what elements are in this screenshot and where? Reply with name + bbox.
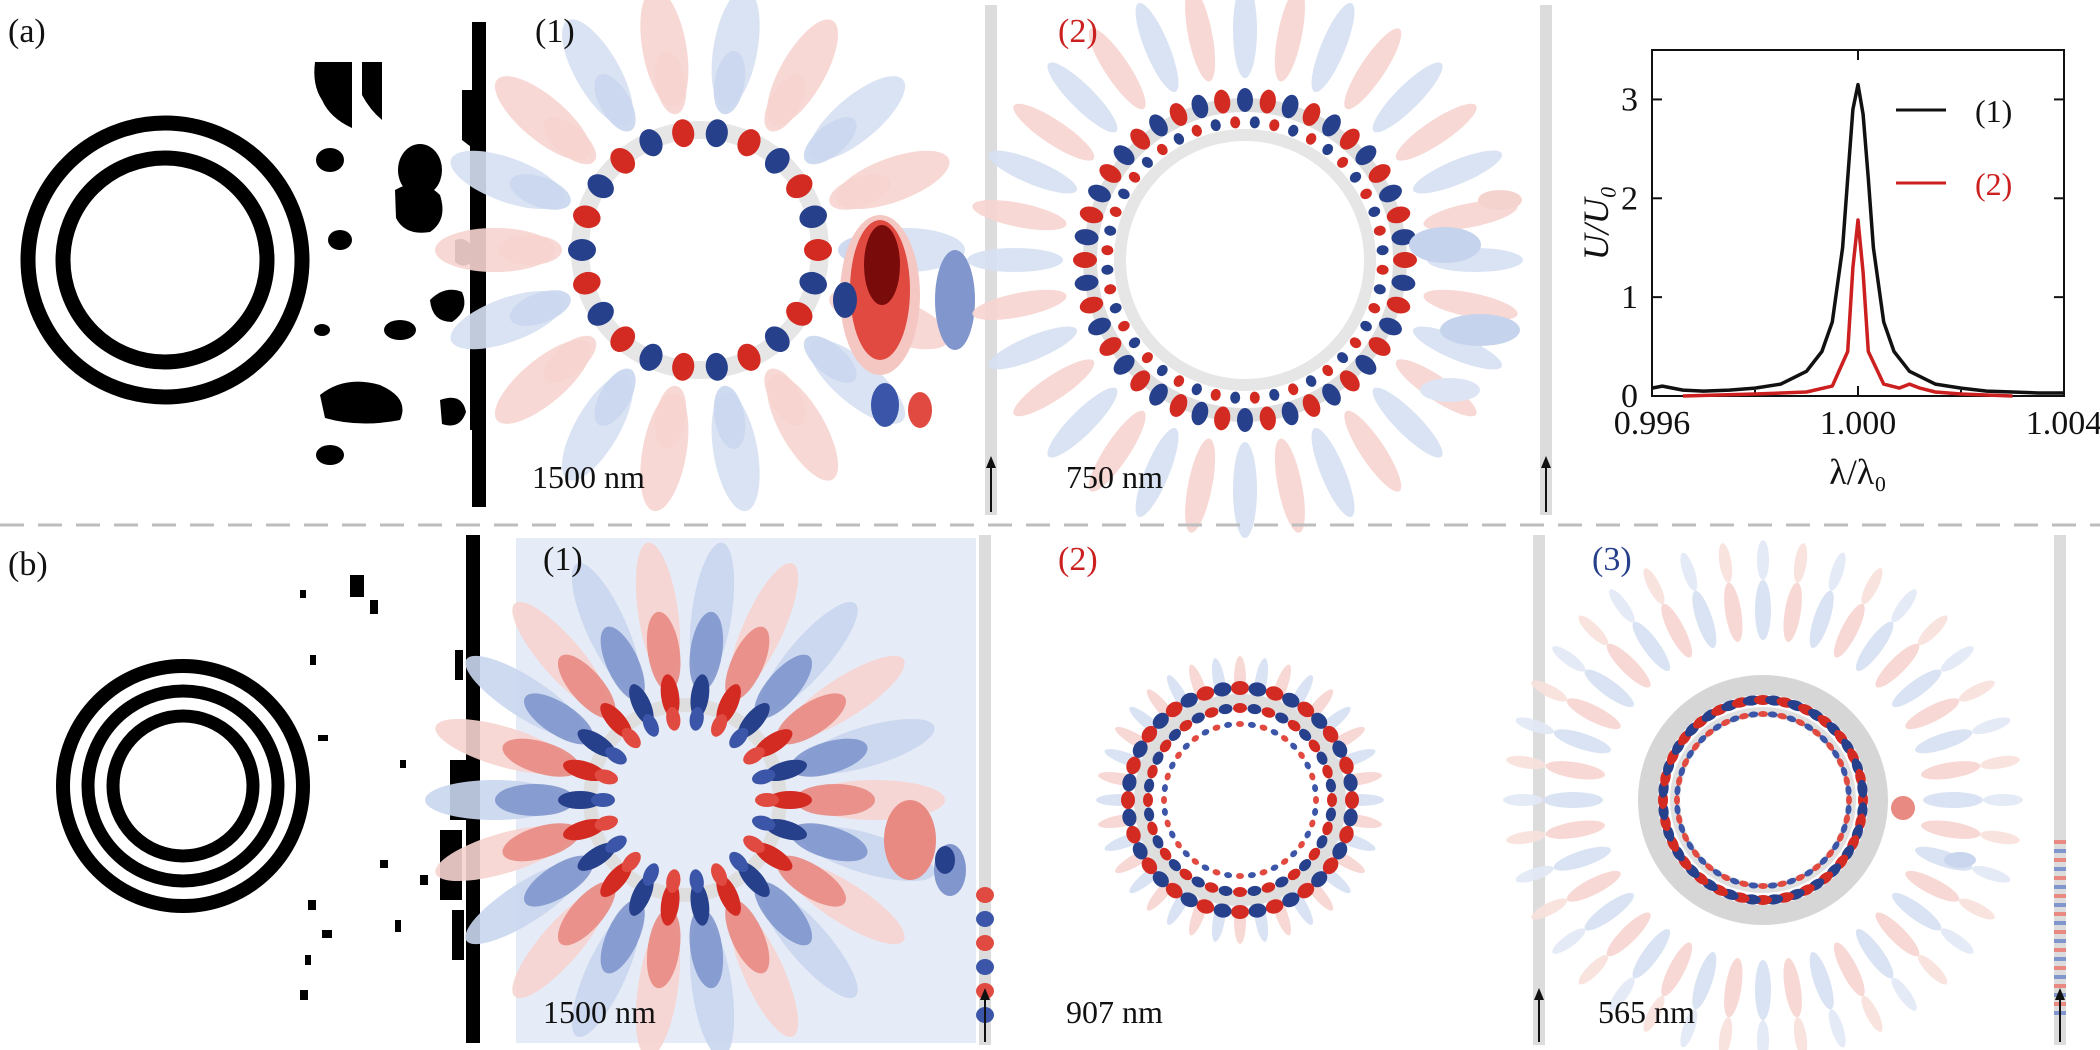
row-b-panel-2-waveguide [1533, 535, 1545, 1045]
x-tick-label-0: 0.996 [1614, 405, 1691, 442]
row-a-panel-2-scale: 750 nm [1066, 459, 1163, 495]
row-b-label: (b) [8, 546, 48, 583]
chart-y-axis-label: U/U₀ [1576, 186, 1616, 261]
row-b-inner-ring [106, 709, 260, 863]
row-b-field-panel-3: (3) 565 nm [1503, 535, 2066, 1050]
x-tick-label-1: 1.000 [1820, 405, 1897, 442]
row-a-field-panel-1: (1) 1500 nm [435, 0, 997, 515]
row-b-field-panel-1: (1) 1500 nm [425, 535, 994, 1050]
row-a-panel-1-side-lobes [833, 215, 975, 428]
row-a-label: (a) [8, 13, 46, 50]
row-b-panel-1-waveguide-mode [976, 887, 994, 1023]
chart-ticks: 0.996 1.000 1.004 0 1 2 3 [1614, 50, 2100, 442]
row-a-inner-ring [55, 150, 275, 370]
row-a-panel-2-scatter [1409, 190, 1522, 402]
y-tick-label-3: 3 [1621, 81, 1638, 118]
row-a-outer-ring [20, 115, 310, 405]
row-a-device-schematic [20, 22, 486, 507]
row-b-panel-1-label: (1) [543, 541, 583, 578]
row-a-panel-2-waveguide [1540, 5, 1552, 515]
row-a-panel-2-faint-petals [967, 0, 1523, 538]
row-a-panel-1-faint-petals [435, 0, 965, 512]
row-a-panel-1-label: (1) [535, 13, 575, 50]
row-b-field-panel-2: (2) 907 nm [1058, 535, 1545, 1045]
row-a-field-panel-2: (2) 750 nm [967, 0, 1552, 538]
row-a-panel-2-modes [1073, 88, 1417, 432]
y-tick-label-0: 0 [1621, 378, 1638, 415]
legend-label-2: (2) [1975, 166, 2012, 202]
row-b-middle-ring [81, 684, 285, 888]
series-line-2 [1682, 218, 2013, 398]
row-b-outer-ring [56, 659, 310, 913]
row-b-device-schematic [56, 535, 480, 1043]
row-b-panel-3-modes [1638, 675, 1976, 925]
row-b-panel-1-side-lobes [884, 800, 966, 896]
chart-legend: (1) (2) [1896, 93, 2012, 202]
chart-x-axis-label: λ/λ₀ [1829, 452, 1886, 492]
row-a-panel-1-modes [568, 119, 832, 381]
row-b-panel-2-label: (2) [1058, 541, 1098, 578]
series-line-1 [1651, 82, 2064, 395]
row-b-panel-2-scale: 907 nm [1066, 994, 1163, 1030]
row-b-panel-1-faint-petals [425, 538, 976, 1050]
x-tick-label-2: 1.004 [2026, 405, 2100, 442]
row-b-panel-2-modes [1096, 656, 1384, 944]
chart-lines [1651, 82, 2064, 398]
row-b-panel-1-scale: 1500 nm [543, 994, 656, 1030]
row-b-inverse-design-pattern [300, 575, 468, 1000]
spectrum-chart: 0.996 1.000 1.004 0 1 2 3 λ/λ₀ U/U₀ (1) (2) [1576, 49, 2100, 492]
row-b-panel-3-label: (3) [1592, 541, 1632, 578]
y-tick-label-2: 2 [1621, 180, 1638, 217]
legend-label-1: (1) [1975, 93, 2012, 129]
row-a-panel-2-label: (2) [1058, 13, 1098, 50]
row-b-panel-3-scale: 565 nm [1598, 994, 1695, 1030]
row-b-panel-3-waveguide [2054, 535, 2066, 1045]
row-a-panel-1-scale: 1500 nm [532, 459, 645, 495]
row-b-panel-1-modes [558, 674, 812, 926]
row-b-panel-3-faint-petals [1503, 540, 2023, 1050]
y-tick-label-1: 1 [1621, 279, 1638, 316]
